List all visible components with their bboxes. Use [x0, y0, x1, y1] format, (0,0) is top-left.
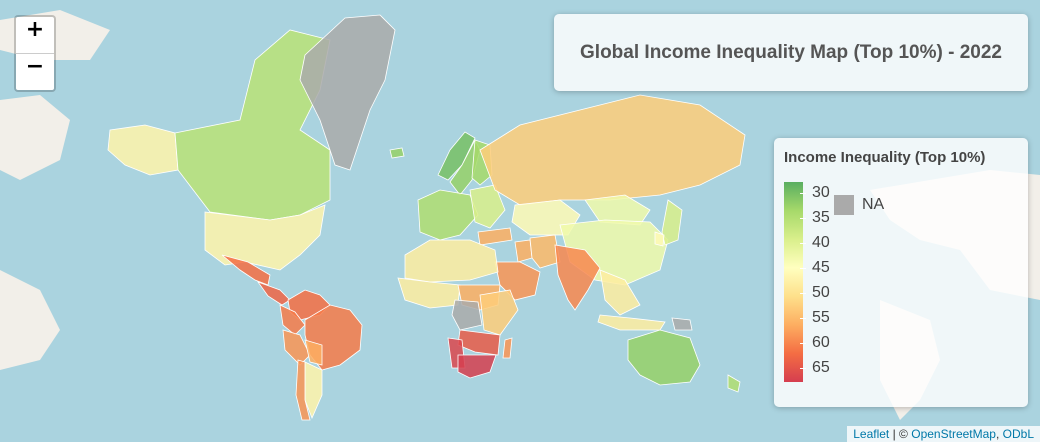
legend-tick-mark — [800, 218, 806, 219]
legend-tick-label: 30 — [812, 184, 830, 201]
region-canada[interactable] — [174, 29, 331, 221]
legend-tick-mark — [800, 368, 806, 369]
legend-tick-label: 65 — [812, 359, 830, 376]
zoom-in-button[interactable]: + — [16, 17, 54, 54]
region-peru[interactable] — [282, 329, 311, 366]
region-central-america[interactable] — [256, 281, 291, 306]
region-madagascar[interactable] — [502, 337, 513, 359]
region-india[interactable] — [554, 244, 601, 311]
legend-color-ramp — [784, 182, 803, 382]
region-southeast-asia[interactable] — [599, 269, 641, 316]
region-bolivia[interactable] — [304, 339, 323, 366]
legend: Income Inequality (Top 10%) 30 35 40 45 50 55… — [774, 138, 1028, 407]
legend-title: Income Inequality (Top 10%) — [784, 149, 986, 166]
region-mexico[interactable] — [221, 254, 271, 286]
legend-tick-label: 55 — [812, 309, 830, 326]
zoom-control: + − — [14, 15, 56, 92]
region-western-europe[interactable] — [417, 189, 479, 241]
region-japan[interactable] — [661, 199, 683, 246]
region-united-states[interactable] — [204, 204, 326, 271]
region-iraq[interactable] — [514, 239, 533, 263]
osm-link[interactable]: OpenStreetMap — [911, 427, 996, 441]
region-iran[interactable] — [529, 234, 561, 269]
region-norway[interactable] — [437, 131, 476, 181]
legend-tick-label: 50 — [812, 284, 830, 301]
region-new-zealand[interactable] — [727, 374, 741, 393]
attribution-separator: | © — [892, 427, 908, 441]
legend-na-swatch — [834, 195, 854, 215]
basemap-land-australia-west-copy — [0, 270, 60, 370]
region-iceland[interactable] — [389, 147, 405, 159]
region-greenland[interactable] — [299, 14, 396, 171]
attribution-comma: , — [995, 427, 1003, 441]
legend-tick-mark — [800, 343, 806, 344]
region-eastern-europe[interactable] — [469, 184, 506, 229]
legend-tick-mark — [800, 318, 806, 319]
legend-na-label: NA — [862, 196, 885, 213]
region-north-africa[interactable] — [404, 239, 499, 283]
region-alaska[interactable] — [107, 124, 179, 176]
zoom-out-button[interactable]: − — [25, 54, 45, 79]
legend-tick-label: 45 — [812, 259, 830, 276]
region-turkey[interactable] — [477, 227, 513, 246]
map-title: Global Income Inequality Map (Top 10%) -… — [580, 42, 1002, 63]
leaflet-link[interactable]: Leaflet — [853, 427, 890, 441]
region-papua-new-guinea[interactable] — [671, 317, 693, 331]
region-south-africa[interactable] — [457, 354, 497, 379]
legend-tick-mark — [800, 293, 806, 294]
map-title-box: Global Income Inequality Map (Top 10%) -… — [554, 14, 1028, 91]
region-dr-congo[interactable] — [451, 299, 483, 331]
region-mongolia[interactable] — [584, 194, 651, 226]
attribution: Leaflet | © OpenStreetMap, ODbL — [847, 426, 1040, 442]
legend-tick-label: 40 — [812, 234, 830, 251]
legend-tick-mark — [800, 193, 806, 194]
region-colombia[interactable] — [279, 304, 306, 336]
region-australia[interactable] — [627, 329, 701, 386]
odbl-link[interactable]: ODbL — [1002, 427, 1034, 441]
legend-tick-label: 35 — [812, 209, 830, 226]
region-east-africa[interactable] — [479, 289, 519, 336]
legend-tick-mark — [800, 268, 806, 269]
basemap-land-asia-west-copy — [0, 95, 70, 180]
legend-tick-mark — [800, 243, 806, 244]
region-south-korea[interactable] — [654, 231, 665, 247]
region-chile[interactable] — [295, 359, 311, 421]
legend-tick-label: 60 — [812, 334, 830, 351]
